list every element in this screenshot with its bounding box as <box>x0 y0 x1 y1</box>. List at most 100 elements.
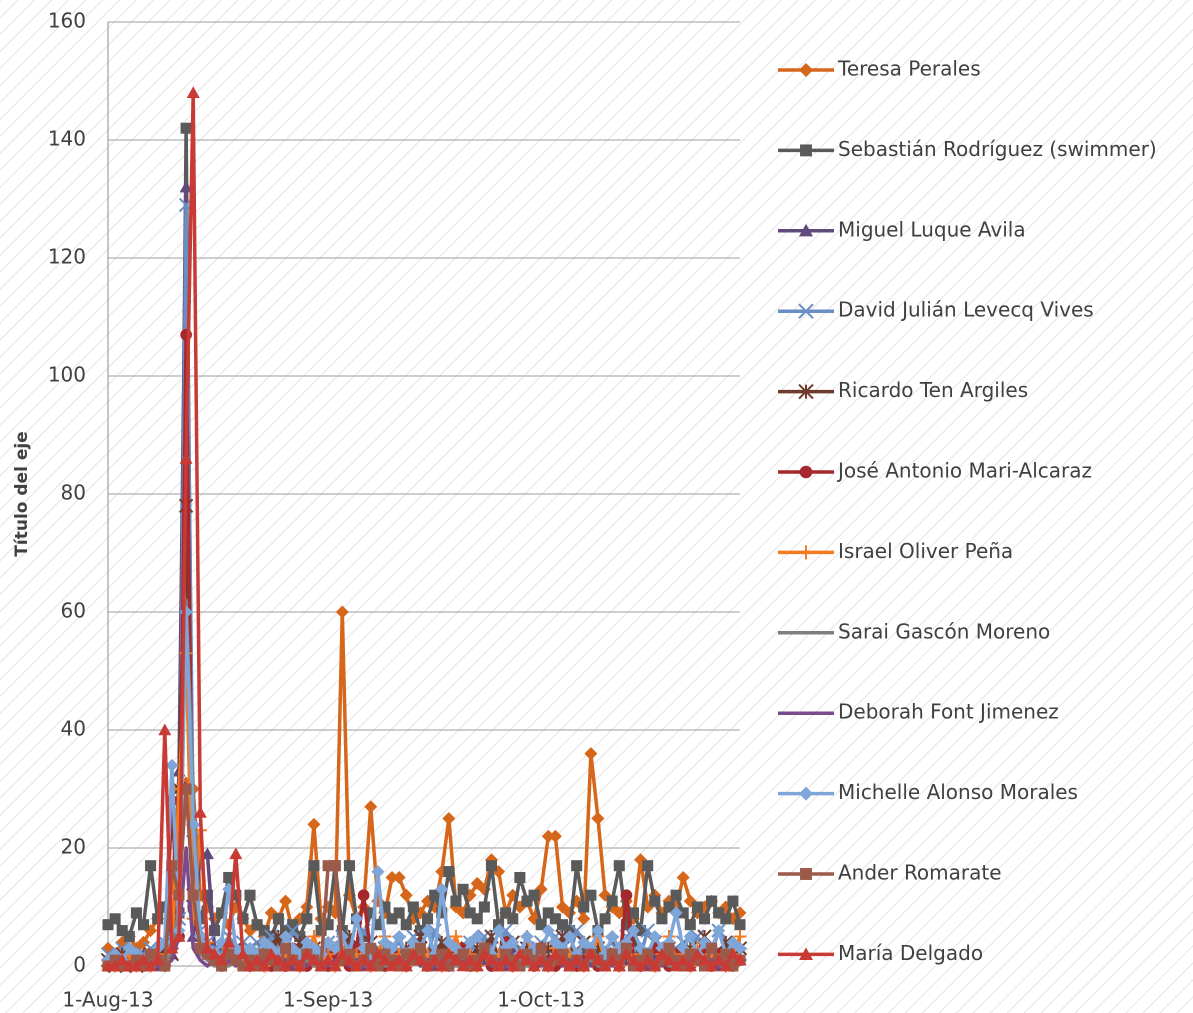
marker <box>257 959 271 972</box>
marker <box>492 959 506 972</box>
marker <box>307 953 321 966</box>
marker <box>122 941 136 955</box>
marker <box>187 889 199 901</box>
marker <box>200 941 214 954</box>
marker <box>230 889 242 901</box>
marker <box>300 947 314 960</box>
marker <box>712 924 726 938</box>
marker <box>541 924 555 938</box>
marker <box>669 906 683 920</box>
marker <box>393 907 405 919</box>
marker <box>272 913 284 925</box>
marker <box>520 930 534 943</box>
marker <box>116 925 128 937</box>
y-tick-label: 80 <box>61 481 86 505</box>
legend-label: José Antonio Mari-Alcaraz <box>836 459 1092 483</box>
marker <box>129 959 143 972</box>
marker <box>578 901 590 913</box>
marker <box>350 912 364 926</box>
marker <box>442 812 456 825</box>
marker <box>464 907 476 919</box>
marker <box>109 913 121 925</box>
marker <box>548 947 562 960</box>
marker <box>223 871 235 884</box>
marker <box>697 953 711 966</box>
marker <box>407 901 419 913</box>
marker <box>179 452 193 464</box>
marker <box>662 953 676 966</box>
marker <box>422 913 434 925</box>
marker <box>243 959 257 972</box>
marker <box>542 907 554 919</box>
marker <box>115 953 129 966</box>
marker <box>280 942 292 954</box>
marker <box>713 907 725 919</box>
marker <box>286 953 300 966</box>
marker <box>683 930 697 943</box>
marker <box>265 954 277 966</box>
marker <box>236 947 250 960</box>
marker <box>392 930 406 943</box>
marker <box>798 303 814 319</box>
marker <box>606 895 618 907</box>
marker <box>456 959 470 972</box>
marker <box>428 953 442 966</box>
marker <box>158 723 172 736</box>
marker <box>165 941 179 954</box>
marker <box>250 953 264 966</box>
marker <box>385 871 399 884</box>
marker <box>364 959 378 972</box>
marker <box>620 889 633 902</box>
marker <box>301 913 313 925</box>
marker <box>649 895 661 907</box>
marker <box>365 907 377 919</box>
marker <box>698 913 711 925</box>
marker <box>535 919 547 931</box>
marker <box>151 953 165 966</box>
marker <box>194 942 206 954</box>
marker <box>201 889 213 901</box>
marker <box>798 383 814 400</box>
marker <box>549 913 561 925</box>
marker <box>506 935 520 949</box>
x-tick-label: 1-Aug-13 <box>62 988 153 1012</box>
marker <box>137 960 150 972</box>
marker <box>470 959 484 972</box>
marker <box>656 954 668 966</box>
marker <box>215 953 229 966</box>
marker <box>676 953 690 966</box>
marker <box>159 960 171 972</box>
y-tick-label: 40 <box>61 717 86 741</box>
marker <box>342 953 356 966</box>
marker <box>506 959 520 972</box>
marker <box>314 959 328 972</box>
marker <box>413 953 427 966</box>
marker <box>464 960 476 972</box>
marker <box>258 948 270 960</box>
marker <box>663 901 675 913</box>
marker <box>123 930 135 943</box>
marker <box>478 901 490 913</box>
marker <box>364 800 378 814</box>
marker <box>800 144 812 157</box>
marker <box>591 924 605 938</box>
marker <box>605 930 619 943</box>
marker <box>677 907 689 919</box>
marker <box>500 907 512 919</box>
marker <box>392 871 406 884</box>
marker <box>102 919 114 931</box>
marker <box>726 935 740 949</box>
marker <box>130 907 142 919</box>
marker <box>591 812 605 825</box>
marker <box>683 959 697 972</box>
marker <box>400 919 412 931</box>
marker <box>257 935 271 949</box>
marker <box>706 895 718 907</box>
marker <box>799 947 813 960</box>
marker <box>534 953 548 966</box>
marker <box>400 948 412 960</box>
marker <box>492 924 506 938</box>
marker <box>166 860 178 872</box>
marker <box>571 860 583 872</box>
